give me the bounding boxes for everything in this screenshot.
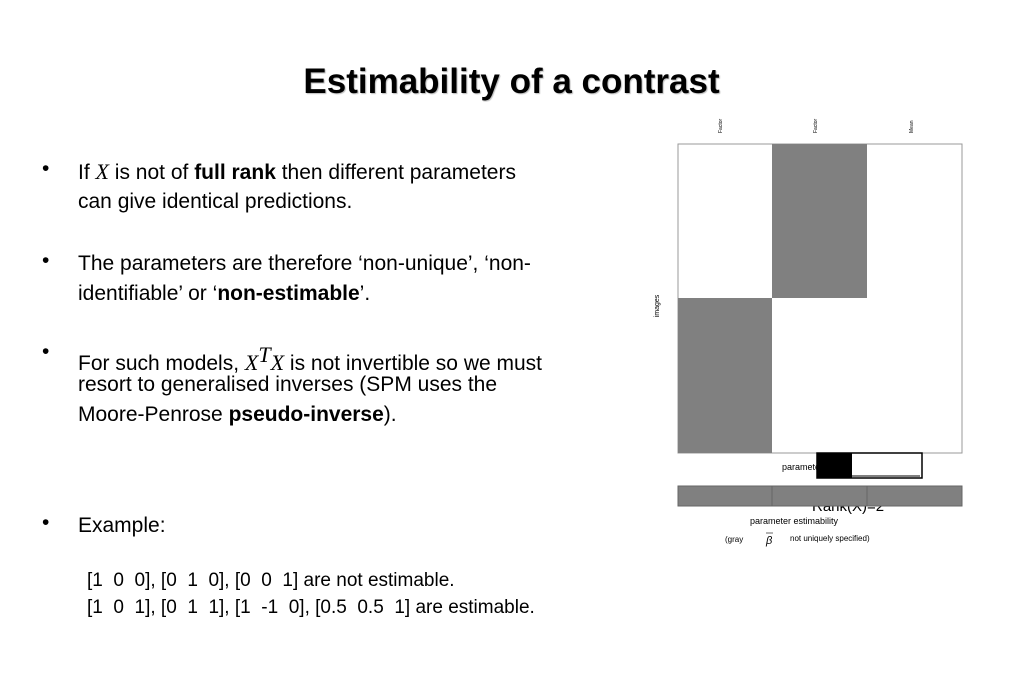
text: The parameters are therefore ‘non-unique… — [78, 252, 531, 275]
example-line: [1 0 0], [0 1 0], [0 0 1] are not estima… — [87, 570, 455, 591]
text: ). — [383, 403, 397, 426]
parameters-label: parameters — [782, 462, 828, 472]
estimability-label: parameter estimability — [750, 516, 839, 526]
emphasis: pseudo-inverse — [228, 403, 384, 426]
bullet-symbol: • — [42, 340, 50, 363]
bullet-line: resort to generalised inverses (SPM uses… — [78, 370, 497, 400]
column-label: Mean — [909, 120, 915, 133]
text: Example: — [78, 514, 166, 537]
bullet-line: For such models, XTX is not invertible s… — [78, 340, 542, 379]
text: identifiable’ or ‘ — [78, 282, 218, 305]
bullet-line: If X is not of full rank then different … — [78, 157, 516, 188]
note-text: not uniquely specified) — [790, 534, 870, 543]
note-symbol: β — [765, 535, 773, 547]
text: ’. — [359, 282, 371, 305]
math: X — [270, 350, 285, 375]
text: Moore-Penrose — [78, 403, 229, 426]
emphasis: full rank — [194, 161, 276, 184]
emphasis: non-estimable — [217, 282, 360, 305]
bullet-symbol: • — [42, 249, 50, 272]
text: If — [78, 161, 96, 184]
bullet-line: Example: — [78, 511, 166, 541]
text: then different parameters — [275, 161, 516, 184]
matrix-cell — [772, 144, 867, 298]
column-label: Factor — [718, 118, 724, 133]
text: is not invertible so we must — [284, 352, 542, 375]
text: For such models, — [78, 352, 245, 375]
bullet-line: Moore-Penrose pseudo-inverse). — [78, 400, 397, 430]
bullet-symbol: • — [42, 511, 50, 534]
note-text: (gray — [725, 535, 743, 544]
bullet-symbol: • — [42, 157, 50, 180]
contrast-cell — [817, 453, 852, 478]
column-label: Factor — [813, 118, 819, 133]
estimability-bar — [677, 485, 963, 507]
matrix-cell — [678, 298, 772, 453]
math: X — [95, 159, 109, 184]
text: is not of — [108, 161, 195, 184]
bullet-line: can give identical predictions. — [78, 187, 352, 217]
text: resort to generalised inverses (SPM uses… — [78, 373, 498, 396]
bullet-line: The parameters are therefore ‘non-unique… — [78, 249, 531, 279]
text: can give identical predictions. — [78, 190, 353, 213]
example-line: [1 0 1], [0 1 1], [1 -1 0], [0.5 0.5 1] … — [87, 597, 535, 618]
math: T — [258, 342, 271, 367]
bullet-line: identifiable’ or ‘non-estimable’. — [78, 279, 370, 309]
math: X — [244, 350, 259, 375]
slide-title: Estimability of a contrast — [303, 62, 720, 101]
row-label: images — [654, 294, 661, 317]
